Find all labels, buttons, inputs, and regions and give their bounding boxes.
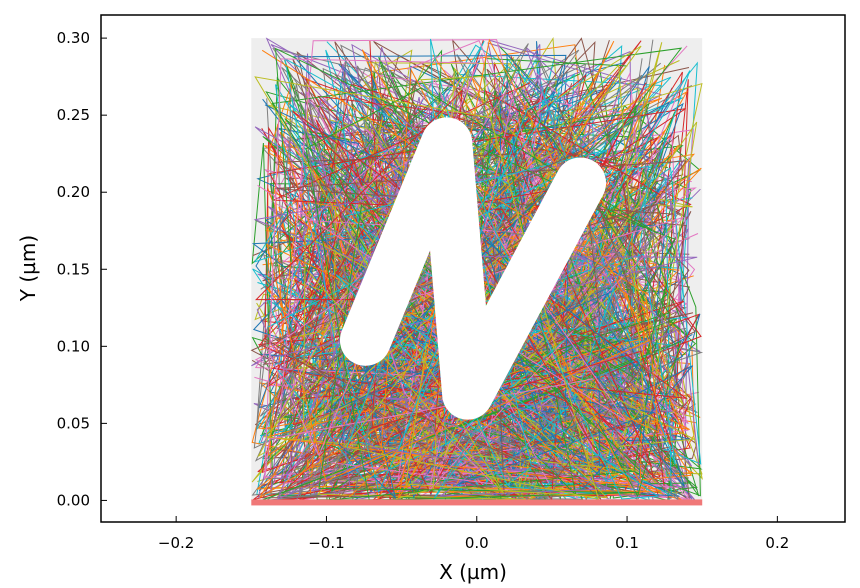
y-tick-label: 0.00 [57, 491, 90, 509]
y-tick-label: 0.05 [57, 414, 90, 432]
trajectory-line [266, 102, 682, 501]
trajectory-line [257, 78, 696, 458]
trajectory-line [292, 45, 684, 496]
y-tick-label: 0.20 [57, 183, 90, 201]
x-tick-label: 0.1 [615, 534, 639, 552]
trajectory-line [261, 38, 660, 499]
x-tick-label: −0.2 [158, 534, 194, 552]
obstacle-shape [339, 117, 607, 420]
plot-area [250, 36, 704, 506]
y-axis-label: Y (µm) [16, 235, 40, 302]
base-strip [251, 499, 703, 506]
trajectory-line [290, 260, 704, 501]
plot-frame [100, 14, 846, 523]
x-axis-label: X (µm) [439, 560, 507, 584]
y-tick-label: 0.30 [57, 29, 90, 47]
x-tick-label: 0.2 [765, 534, 789, 552]
trajectory-line [255, 89, 672, 468]
x-axis: −0.2 −0.1 0.0 0.1 0.2 [158, 516, 789, 552]
x-tick-label: 0.0 [465, 534, 489, 552]
y-axis: 0.00 0.05 0.10 0.15 0.20 0.25 0.30 [57, 29, 107, 509]
y-tick-label: 0.10 [57, 337, 90, 355]
y-tick-label: 0.25 [57, 106, 90, 124]
trajectory-line [353, 229, 638, 502]
y-tick-label: 0.15 [57, 260, 90, 278]
x-tick-label: −0.1 [308, 534, 344, 552]
